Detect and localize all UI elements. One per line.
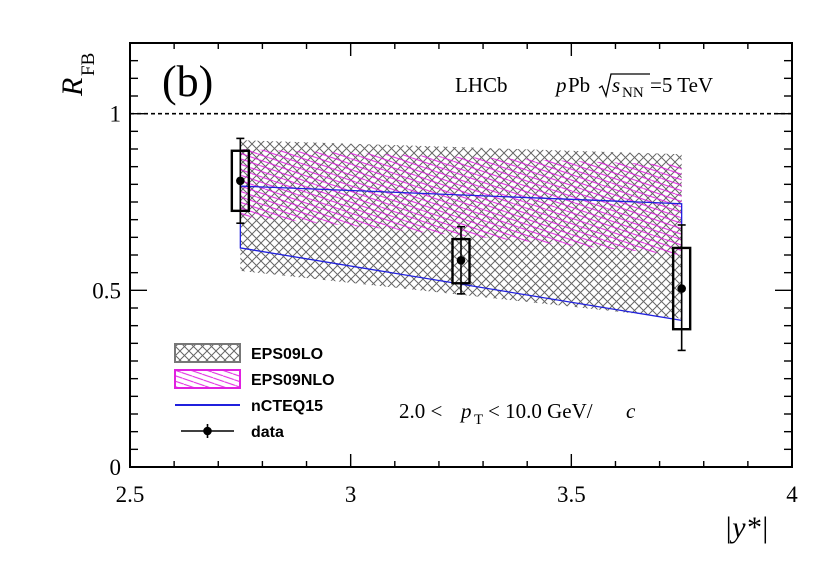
y-tick-label: 0: [110, 455, 122, 480]
energy-value: =5 TeV: [650, 73, 713, 97]
legend-swatch-data-point: [203, 426, 212, 436]
axes: 2.5 3 3.5 4 0 0.5 1: [92, 42, 798, 507]
data-point: [677, 284, 686, 293]
y-axis-title: R FB: [56, 53, 99, 97]
plot-area: [130, 112, 792, 352]
data-syst-box: [671, 246, 692, 331]
x-tick-label: 4: [786, 482, 798, 507]
legend: EPS09LO EPS09NLO nCTEQ15 data: [174, 343, 335, 441]
panel-label: (b): [162, 57, 213, 106]
x-tick-label: 3: [345, 482, 357, 507]
system-p: p: [554, 73, 567, 97]
experiment-annotation: LHCb p Pb s NN =5 TeV: [455, 73, 713, 101]
y-axis-title-main: R: [56, 78, 89, 97]
pt-cut-variable: p: [459, 399, 472, 423]
data-syst-box: [230, 149, 251, 213]
data-point: [236, 176, 245, 186]
legend-swatch-eps09lo: [174, 343, 241, 363]
y-axis-title-sub: FB: [78, 53, 99, 76]
y-tick-label: 0.5: [92, 278, 121, 303]
band-eps09nlo: [240, 149, 682, 255]
legend-swatch-eps09nlo: [174, 369, 241, 389]
x-tick-label: 2.5: [116, 482, 145, 507]
data-point: [456, 255, 466, 265]
legend-label-eps09nlo: EPS09NLO: [251, 372, 335, 389]
sqrt-sign-icon: [598, 73, 650, 99]
experiment-label: LHCb: [455, 73, 508, 97]
y-tick-label: 1: [110, 102, 122, 127]
system-pb: Pb: [568, 73, 590, 97]
data-syst-box: [451, 237, 471, 285]
pt-cut-subscript: T: [474, 412, 483, 428]
x-tick-label: 3.5: [557, 482, 586, 507]
pt-cut-annotation: 2.0 < p T < 10.0 GeV/ c: [399, 399, 636, 428]
legend-label-ncteq15: nCTEQ15: [251, 398, 323, 415]
pt-cut-unit: c: [626, 399, 636, 423]
pt-cut-low: 2.0 <: [399, 399, 442, 423]
x-axis-title: |y*|: [724, 511, 769, 544]
legend-label-data: data: [251, 424, 284, 441]
energy-symbol: s: [612, 73, 620, 97]
legend-label-eps09lo: EPS09LO: [251, 346, 323, 363]
energy-subscript: NN: [622, 85, 644, 101]
pt-cut-high: < 10.0 GeV/: [488, 399, 593, 423]
